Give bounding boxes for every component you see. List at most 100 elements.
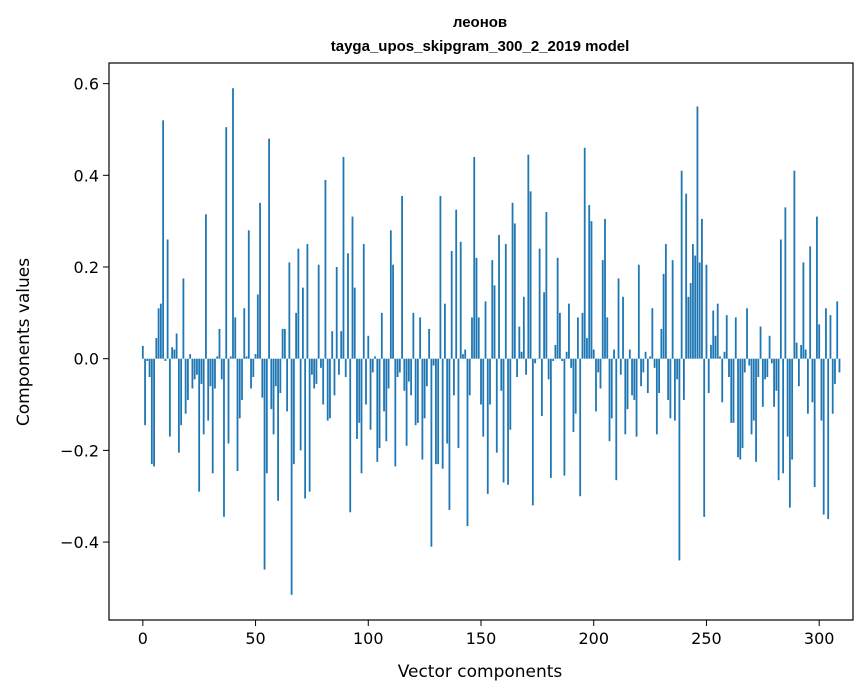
bar [529,191,532,359]
bar [701,218,703,359]
bar [775,358,778,391]
bar [281,328,284,359]
bar [592,349,595,359]
x-tick-label: 100 [353,629,384,648]
bar [279,358,282,394]
bar [329,358,331,419]
bar [714,335,717,359]
bar [525,358,527,375]
bar [486,358,489,494]
bar [214,358,216,389]
bar [322,358,325,405]
bar [838,358,841,373]
bar [579,358,582,497]
bar [570,358,573,368]
bar [141,345,144,359]
bar [734,317,737,359]
bar [667,358,670,400]
bar [207,358,210,421]
bar [243,308,246,359]
bar [435,358,437,465]
bar [737,358,739,458]
bar [565,351,568,359]
bar [705,264,708,359]
bar [797,358,800,387]
bar [394,358,397,467]
bar [813,358,816,488]
bar [234,317,237,359]
bar [818,324,821,359]
bar [202,358,205,435]
bar [360,358,363,474]
bar [175,333,178,359]
bar [703,358,706,517]
bar [216,356,219,359]
bar [405,358,408,446]
bar [511,202,514,359]
bar [342,156,345,359]
bar [816,216,818,359]
bar [446,358,449,444]
bar [247,230,250,359]
bar [320,358,322,368]
bar [362,244,365,359]
bar [189,354,192,359]
bar [716,303,719,359]
bar [223,358,225,517]
bar [480,358,482,405]
bar [782,358,785,474]
bar [545,211,548,359]
bar [502,358,505,483]
bar [180,358,183,426]
bar [547,358,550,380]
bar [795,342,798,359]
bar [746,308,748,359]
bar [504,244,507,359]
bar [157,308,160,359]
bars-group [141,88,841,595]
bar [777,358,780,481]
bar [416,358,419,423]
bar [574,358,577,414]
y-tick-label: −0.2 [60,441,99,460]
bar [764,358,766,380]
bar [572,358,575,433]
bar [527,154,530,359]
bar [268,138,270,359]
bar [367,335,370,359]
bar [297,248,300,359]
bar [387,358,390,389]
bar [531,358,534,506]
bar [471,317,473,359]
bar [683,358,685,400]
bar [333,358,336,396]
bar [712,310,715,359]
bar [245,356,248,359]
bar [549,358,552,478]
bar [162,120,165,359]
bar [831,358,834,414]
bar [743,358,746,373]
bar [220,358,223,380]
bar [538,248,541,359]
bar [807,358,809,414]
bar [335,267,338,359]
bar [311,358,313,375]
bar [315,358,318,384]
bar [500,358,503,391]
bar [462,354,464,359]
bar [692,244,694,359]
bar [516,358,518,378]
y-axis-title: Components values [14,258,34,426]
bar [439,195,442,359]
y-tick-label: 0.0 [74,350,99,369]
bar [779,239,782,359]
bar [685,193,688,359]
bar [414,358,417,426]
bar [509,358,512,430]
bar [649,356,651,359]
bar [577,317,579,359]
bar [182,278,185,359]
bar [662,273,665,359]
